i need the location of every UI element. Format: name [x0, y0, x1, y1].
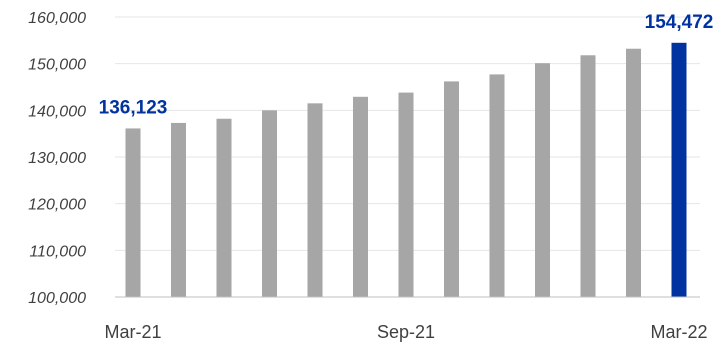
bar	[398, 92, 414, 297]
bar	[671, 42, 687, 297]
y-tick-label: 140,000	[28, 103, 86, 120]
bars	[125, 42, 687, 298]
y-tick-label: 100,000	[28, 290, 86, 307]
data-label: 136,123	[99, 97, 168, 118]
bar	[580, 55, 596, 298]
y-tick-label: 160,000	[28, 10, 86, 27]
bar	[535, 63, 550, 298]
y-tick-label: 150,000	[28, 57, 86, 74]
bar	[125, 128, 141, 297]
x-tick-label: Mar-21	[104, 322, 161, 342]
data-label: 154,472	[645, 12, 714, 33]
y-tick-label: 130,000	[28, 150, 86, 167]
y-axis-tick-labels: 100,000 110,000 120,000 130,000 140,000 150,0…	[28, 10, 86, 307]
bar	[216, 118, 232, 297]
bar	[353, 96, 368, 297]
data-labels: 136,123 154,472	[99, 12, 714, 119]
x-tick-label: Sep-21	[377, 322, 435, 342]
bar	[307, 103, 323, 297]
y-tick-label: 110,000	[29, 243, 86, 260]
y-tick-label: 120,000	[28, 197, 86, 214]
bar	[489, 74, 505, 298]
bar	[626, 48, 641, 297]
x-axis-tick-labels: Mar-21 Sep-21 Mar-22	[104, 322, 707, 342]
bar	[444, 81, 459, 298]
x-tick-label: Mar-22	[650, 322, 707, 342]
bar	[262, 110, 277, 297]
bar	[171, 122, 186, 297]
